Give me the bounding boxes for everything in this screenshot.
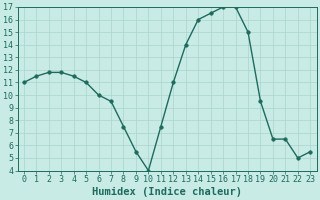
X-axis label: Humidex (Indice chaleur): Humidex (Indice chaleur) (92, 186, 242, 197)
